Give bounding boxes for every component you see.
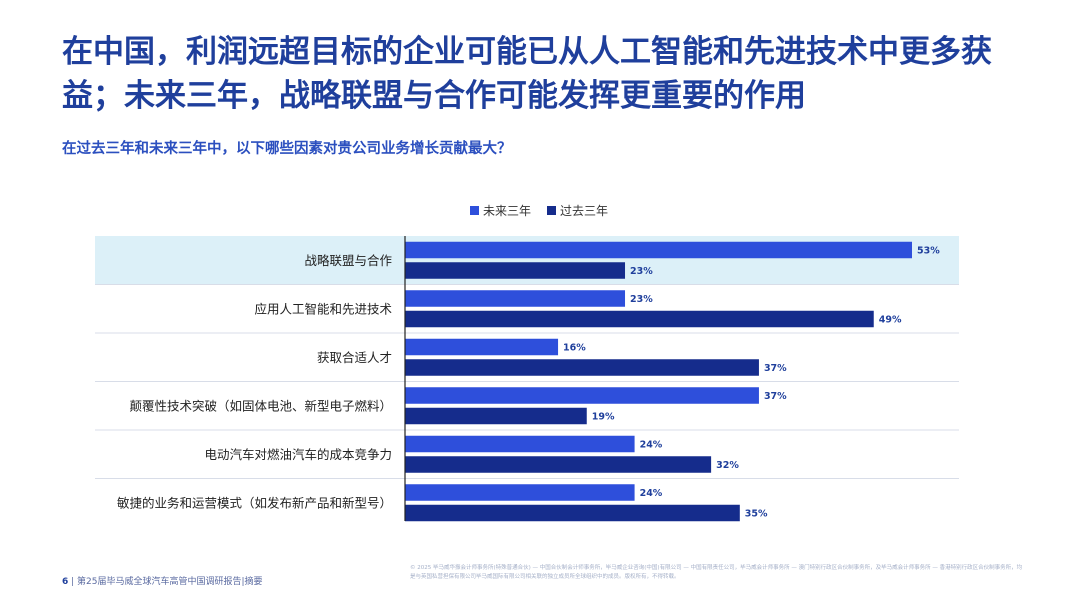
category-label: 电动汽车对燃油汽车的成本竞争力 bbox=[204, 447, 392, 462]
survey-question: 在过去三年和未来三年中，以下哪些因素对贵公司业务增长贡献最大？ bbox=[62, 141, 512, 157]
bar-past bbox=[405, 262, 626, 279]
value-label: 37% bbox=[764, 363, 787, 374]
bar-future bbox=[405, 241, 912, 259]
bar-future bbox=[405, 290, 626, 307]
category-label: 战略联盟与合作 bbox=[304, 253, 392, 268]
value-label: 32% bbox=[716, 460, 739, 471]
legend-swatch bbox=[547, 206, 556, 215]
category-label: 应用人工智能和先进技术 bbox=[254, 301, 392, 316]
legend-swatch bbox=[470, 206, 479, 215]
bar-future bbox=[405, 338, 559, 356]
bar-past bbox=[405, 456, 712, 473]
value-label: 53% bbox=[917, 246, 940, 257]
bar-chart: 战略联盟与合作 53% 23% 应用人工智能和先进技术 23% 49% 获取合适人才 16% 3… bbox=[95, 204, 959, 522]
category-label: 敏捷的业务和运营模式（如发布新产品和新型号） bbox=[117, 495, 392, 510]
value-label: 24% bbox=[640, 440, 663, 451]
legend-label: 过去三年 bbox=[560, 204, 608, 218]
category-label: 颠覆性技术突破（如固体电池、新型电子燃料） bbox=[129, 398, 392, 413]
bar-future bbox=[405, 484, 635, 501]
bar-past bbox=[405, 504, 740, 522]
footer-report: 6 | 第25届毕马威全球汽车高管中国调研报告|摘要 bbox=[62, 574, 263, 587]
footer-separator: | bbox=[71, 577, 78, 587]
value-label: 23% bbox=[630, 266, 653, 277]
bar-past bbox=[405, 359, 759, 376]
legend-label: 未来三年 bbox=[483, 204, 531, 218]
bar-future bbox=[405, 435, 635, 453]
value-label: 16% bbox=[563, 343, 586, 354]
value-label: 49% bbox=[879, 315, 902, 326]
bar-future bbox=[405, 387, 759, 404]
category-label: 获取合适人才 bbox=[317, 350, 392, 365]
report-name: 第25届毕马威全球汽车高管中国调研报告|摘要 bbox=[77, 577, 263, 587]
value-label: 24% bbox=[640, 488, 663, 499]
value-label: 19% bbox=[592, 412, 615, 423]
value-label: 23% bbox=[630, 294, 653, 305]
value-label: 35% bbox=[745, 509, 768, 520]
page-title: 在中国，利润远超目标的企业可能已从人工智能和先进技术中更多获益；未来三年，战略联… bbox=[62, 34, 992, 114]
footer-legal-text: © 2025 毕马威华振会计师事务所(特殊普通合伙) — 中国合伙制会计师事务所… bbox=[410, 565, 1023, 580]
bar-past bbox=[405, 310, 874, 328]
bar-past bbox=[405, 407, 587, 425]
page-number: 6 bbox=[62, 577, 69, 587]
value-label: 37% bbox=[764, 391, 787, 402]
